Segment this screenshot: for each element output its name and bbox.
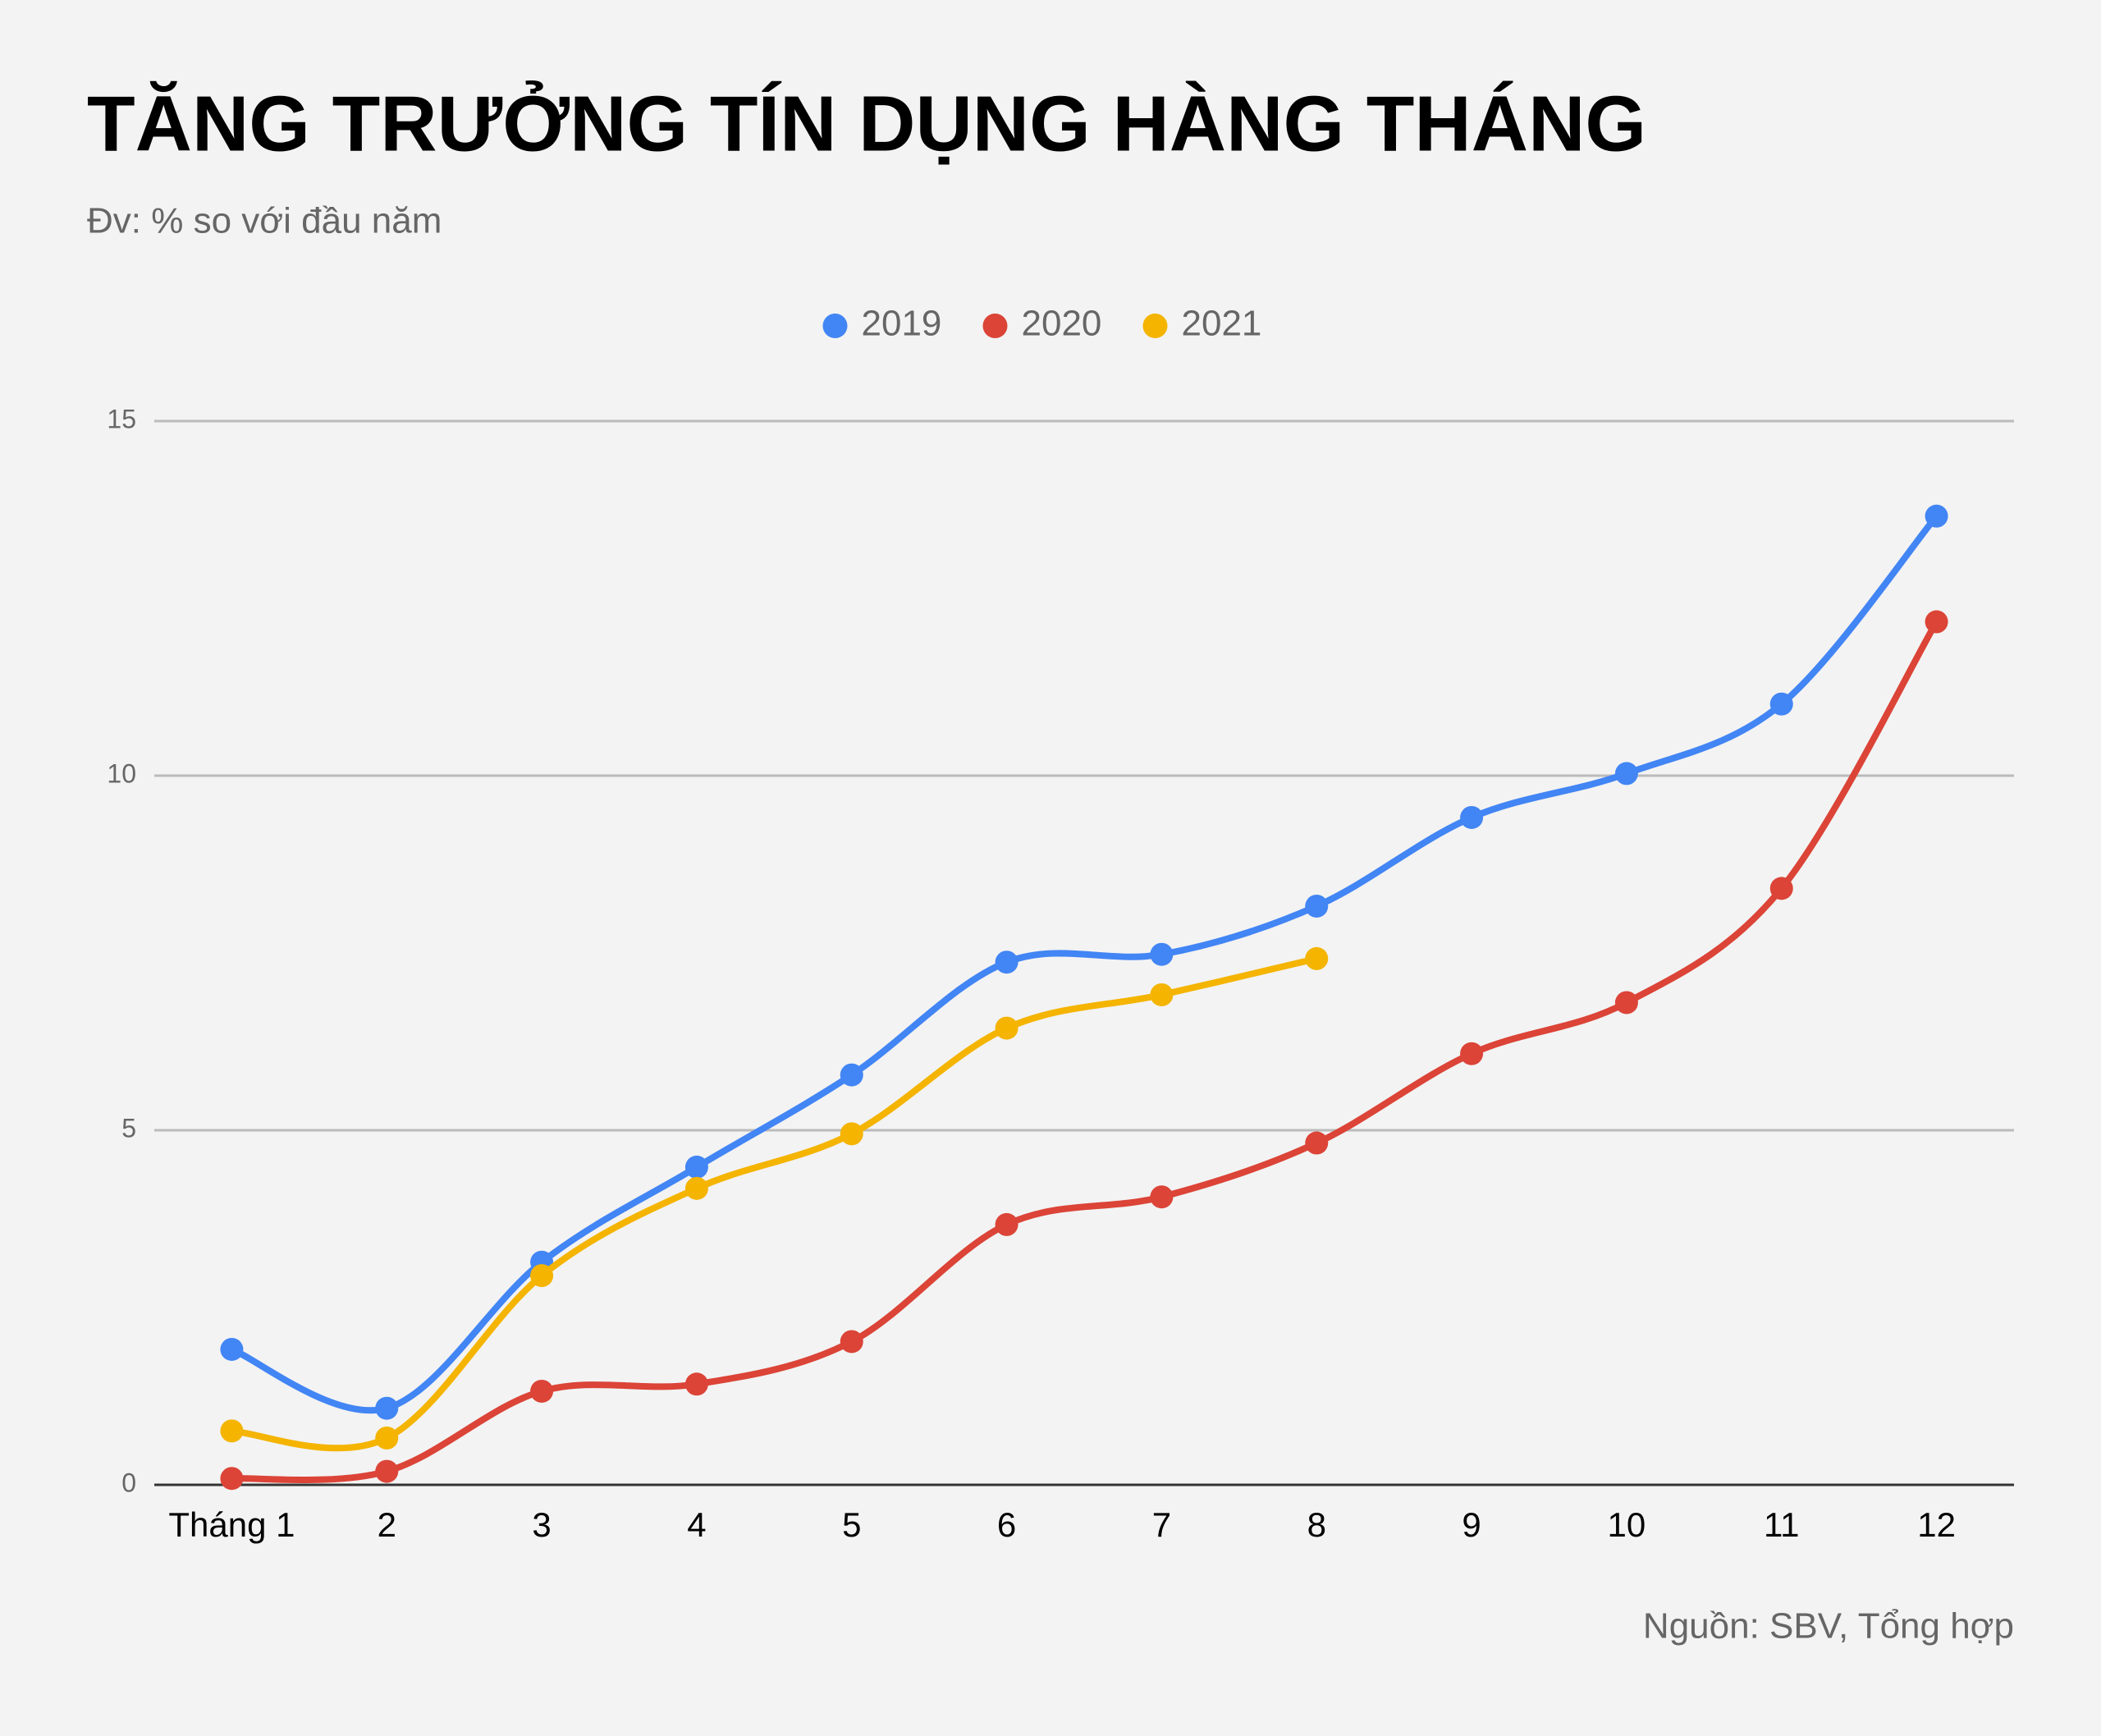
data-point <box>1614 762 1638 786</box>
x-tick-label: 9 <box>1462 1505 1481 1544</box>
legend-marker <box>1142 314 1168 338</box>
legend-marker <box>822 314 848 338</box>
data-point <box>1150 942 1174 966</box>
data-point <box>220 1337 244 1361</box>
x-tick-label: 7 <box>1152 1505 1171 1544</box>
data-point <box>530 1379 554 1403</box>
x-tick-label: Tháng 1 <box>168 1505 295 1544</box>
data-point <box>1925 504 1948 528</box>
data-point <box>1925 610 1948 634</box>
x-tick-label: 6 <box>997 1505 1016 1544</box>
legend-label: 2020 <box>1022 304 1102 344</box>
data-point <box>1614 991 1638 1015</box>
data-point <box>220 1467 244 1491</box>
data-point <box>1769 877 1793 900</box>
data-point <box>375 1426 399 1450</box>
series-line <box>231 955 1318 1452</box>
data-point <box>684 1155 708 1179</box>
data-point <box>1460 1042 1484 1065</box>
chart-title: TĂNG TRƯỞNG TÍN DỤNG HÀNG THÁNG <box>87 79 1646 167</box>
x-tick-label: 4 <box>687 1505 706 1544</box>
data-point <box>1305 894 1329 918</box>
legend-marker <box>982 314 1008 338</box>
data-point <box>840 1063 863 1087</box>
legend-label: 2019 <box>862 304 942 344</box>
data-point <box>1150 1185 1174 1209</box>
data-point <box>840 1330 863 1354</box>
legend-label: 2021 <box>1182 304 1262 344</box>
data-point <box>375 1459 399 1483</box>
data-point <box>220 1419 244 1443</box>
y-tick-label: 5 <box>121 1113 136 1143</box>
data-point <box>1769 692 1793 716</box>
data-point <box>375 1396 399 1420</box>
x-tick-label: 5 <box>842 1505 861 1544</box>
y-tick-label: 15 <box>107 404 136 433</box>
data-point <box>684 1176 708 1200</box>
series-line <box>230 514 1939 1414</box>
data-point <box>1305 1131 1329 1155</box>
data-point <box>1305 946 1329 970</box>
x-tick-label: 8 <box>1307 1505 1326 1544</box>
y-tick-label: 10 <box>107 758 136 788</box>
source: Nguồn: SBV, Tổng hợp <box>1643 1606 2014 1647</box>
x-tick-label: 10 <box>1608 1505 1646 1544</box>
x-tick-label: 2 <box>378 1505 396 1544</box>
data-point <box>684 1372 708 1396</box>
x-tick-label: 11 <box>1764 1505 1800 1544</box>
data-point <box>995 1212 1018 1236</box>
x-tick-label: 3 <box>532 1505 551 1544</box>
y-tick-label: 0 <box>121 1468 136 1497</box>
data-point <box>530 1264 554 1288</box>
data-point <box>840 1122 863 1146</box>
x-tick-label: 12 <box>1917 1505 1956 1544</box>
data-point <box>1460 805 1484 829</box>
data-point <box>1150 983 1174 1006</box>
chart-subtitle: Đv: % so với đầu năm <box>87 201 442 241</box>
data-point <box>995 1016 1018 1040</box>
data-point <box>995 950 1018 974</box>
